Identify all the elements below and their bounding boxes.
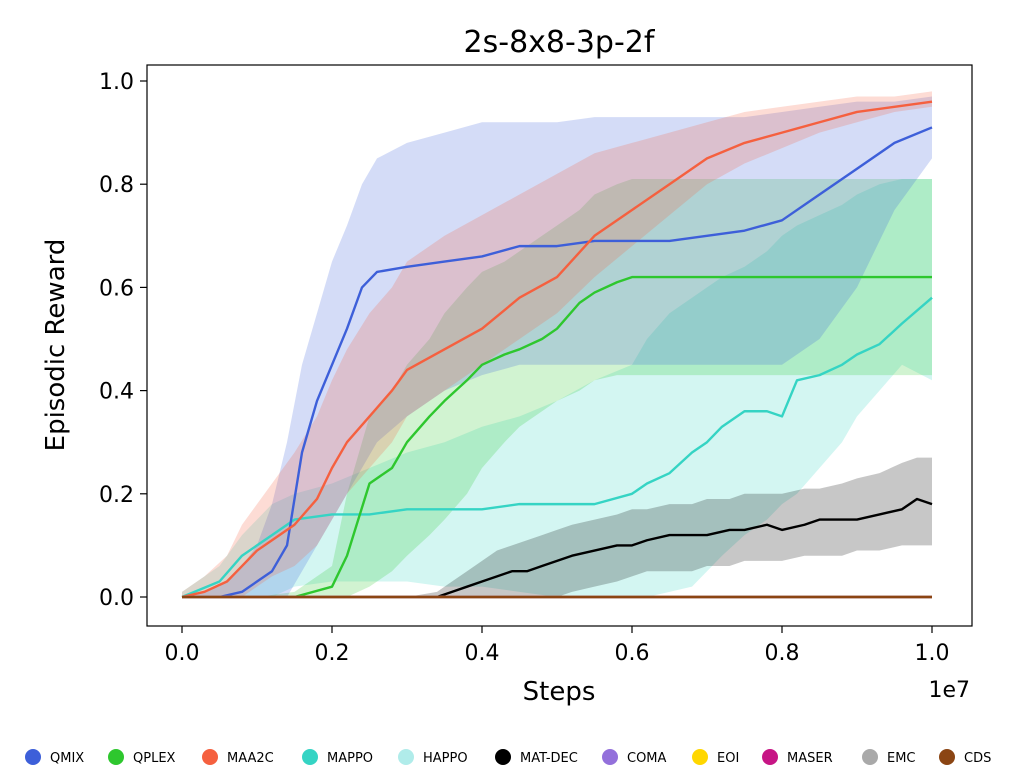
x-tick-label: 0.2 — [315, 641, 350, 666]
y-tick-label: 1.0 — [99, 70, 134, 95]
legend-marker-qplex — [108, 749, 124, 765]
legend-label-coma: COMA — [627, 751, 667, 766]
x-tick-label: 0.8 — [765, 641, 800, 666]
legend-marker-emc — [862, 749, 878, 765]
x-tick-label: 0.6 — [615, 641, 650, 666]
legend-marker-qmix — [25, 749, 41, 765]
series-lines — [181, 100, 933, 599]
x-axis-ticks: 0.0 0.2 0.4 0.6 0.8 1.0 — [165, 626, 950, 666]
legend: QMIX QPLEX MAA2C MAPPO HAPPO MAT-DEC COMA EOI MA… — [25, 749, 991, 766]
series-line-maa2c — [181, 100, 933, 599]
legend-label-emc: EMC — [887, 751, 916, 766]
legend-marker-eoi — [692, 749, 708, 765]
chart-title: 2s-8x8-3p-2f — [464, 25, 656, 60]
band-qplex — [182, 179, 932, 598]
y-tick-label: 0.4 — [99, 380, 134, 405]
band-mappo — [182, 179, 932, 598]
legend-marker-maa2c — [202, 749, 218, 765]
x-tick-label: 0.0 — [165, 641, 200, 666]
legend-label-happo: HAPPO — [423, 751, 468, 766]
y-axis-ticks: 0.0 0.2 0.4 0.6 0.8 1.0 — [99, 70, 147, 611]
legend-label-maser: MASER — [787, 751, 833, 766]
plot-frame — [146, 64, 973, 627]
series-line-mat-dec — [182, 497, 933, 599]
confidence-bands — [182, 91, 932, 598]
y-axis-label: Episodic Reward — [41, 239, 71, 452]
series-line-qmix — [182, 126, 933, 599]
x-tick-label: 0.4 — [465, 641, 500, 666]
legend-label-qmix: QMIX — [50, 751, 84, 766]
legend-label-cds: CDS — [964, 751, 991, 766]
legend-marker-coma — [602, 749, 618, 765]
legend-label-mappo: MAPPO — [327, 751, 373, 766]
x-axis-label: Steps — [523, 677, 596, 707]
legend-label-mat-dec: MAT-DEC — [520, 751, 578, 766]
legend-marker-mat-dec — [495, 749, 511, 765]
legend-marker-mappo — [302, 749, 318, 765]
y-tick-label: 0.0 — [99, 586, 134, 611]
band-mat-dec — [182, 457, 932, 597]
legend-label-maa2c: MAA2C — [227, 751, 274, 766]
legend-marker-happo — [398, 749, 414, 765]
y-tick-label: 0.6 — [99, 276, 134, 301]
legend-marker-maser — [762, 749, 778, 765]
y-tick-label: 0.8 — [99, 173, 134, 198]
legend-marker-cds — [939, 749, 955, 765]
legend-label-eoi: EOI — [717, 751, 739, 766]
legend-label-qplex: QPLEX — [133, 751, 176, 766]
x-tick-label: 1.0 — [915, 641, 950, 666]
series-line-qplex — [182, 275, 932, 599]
x-axis-scale-label: 1e7 — [928, 678, 970, 703]
band-qmix — [182, 96, 932, 597]
y-tick-label: 0.2 — [99, 483, 134, 508]
